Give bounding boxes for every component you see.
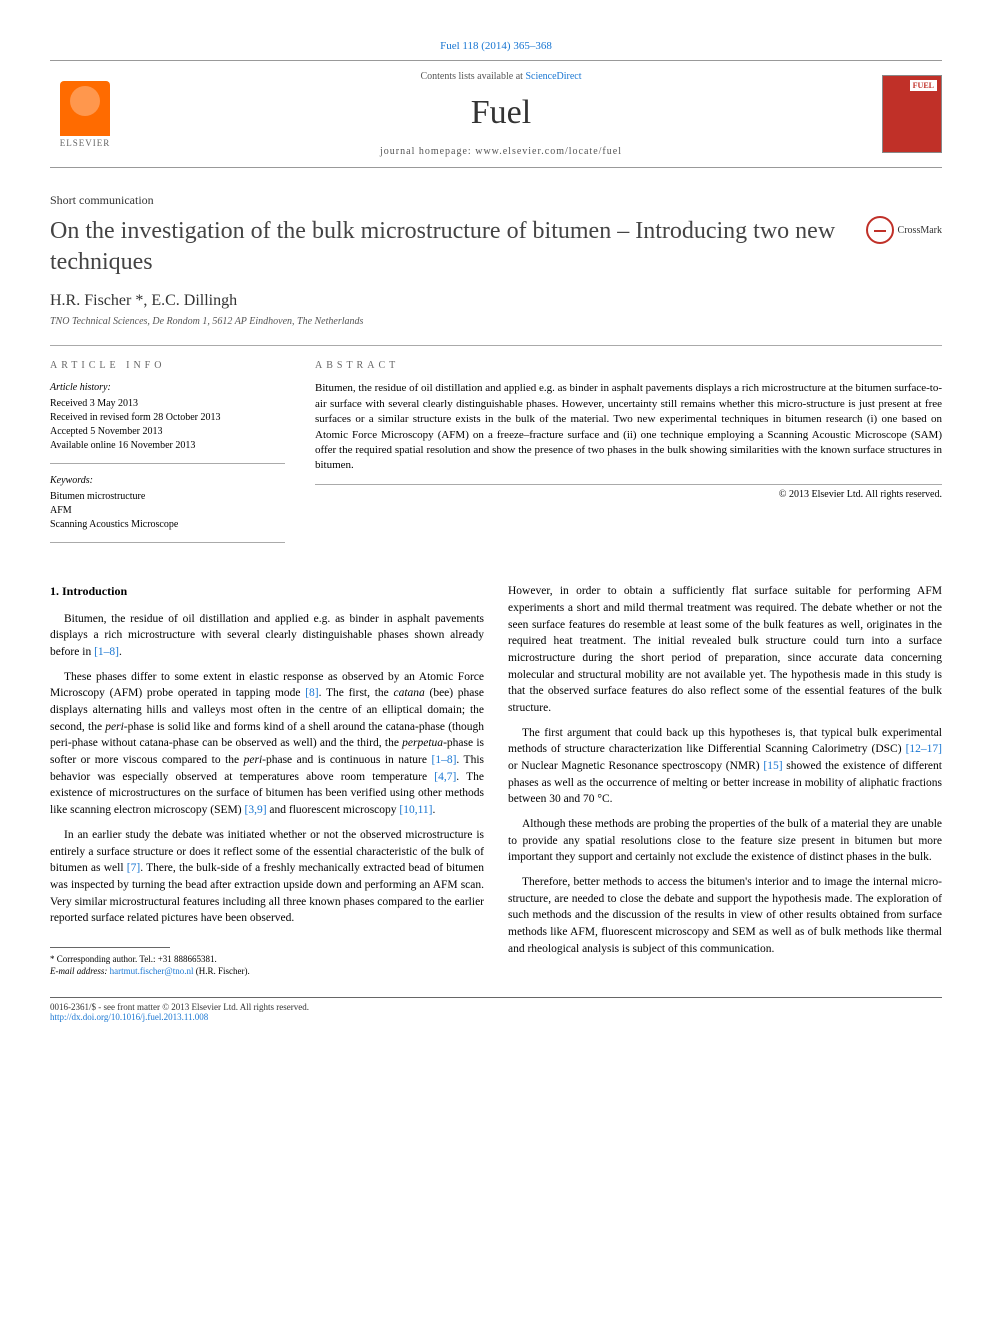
p5-b: or Nuclear Magnetic Resonance spectrosco…: [508, 760, 763, 772]
article-info-column: article info Article history: Received 3…: [50, 360, 285, 543]
cite-10-11[interactable]: [10,11]: [399, 804, 432, 816]
paragraph-3: In an earlier study the debate was initi…: [50, 827, 484, 927]
article-info-label: article info: [50, 360, 285, 371]
p2-ital3: perpetua: [402, 737, 443, 749]
abstract-column: abstract Bitumen, the residue of oil dis…: [315, 360, 942, 543]
keyword-1: Bitumen microstructure: [50, 490, 285, 504]
paragraph-5: The first argument that could back up th…: [508, 725, 942, 808]
journal-header: ELSEVIER Contents lists available at Sci…: [50, 60, 942, 168]
p2-b: . The first, the: [319, 687, 394, 699]
citation-line: Fuel 118 (2014) 365–368: [50, 40, 942, 52]
corr-author-email-line: E-mail address: hartmut.fischer@tno.nl (…: [50, 966, 484, 978]
homepage-prefix: journal homepage:: [380, 146, 475, 157]
history-revised: Received in revised form 28 October 2013: [50, 411, 285, 425]
p2-ital1: catana: [393, 687, 424, 699]
crossmark-badge[interactable]: CrossMark: [866, 216, 942, 244]
p2-j: .: [433, 804, 436, 816]
article-history-block: Article history: Received 3 May 2013 Rec…: [50, 381, 285, 464]
cite-1-8[interactable]: [1–8]: [94, 646, 119, 658]
history-accepted: Accepted 5 November 2013: [50, 425, 285, 439]
paragraph-2: These phases differ to some extent in el…: [50, 669, 484, 819]
article-type: Short communication: [50, 193, 942, 208]
cite-3-9[interactable]: [3,9]: [245, 804, 267, 816]
header-center: Contents lists available at ScienceDirec…: [120, 71, 882, 157]
title-row: On the investigation of the bulk microst…: [50, 216, 942, 278]
p5-a: The first argument that could back up th…: [508, 727, 942, 756]
contents-available-line: Contents lists available at ScienceDirec…: [120, 71, 882, 82]
info-abstract-row: article info Article history: Received 3…: [50, 345, 942, 543]
crossmark-icon: [866, 216, 894, 244]
p1-text-b: .: [119, 646, 122, 658]
p2-ital4: peri: [244, 754, 263, 766]
journal-homepage-line: journal homepage: www.elsevier.com/locat…: [120, 146, 882, 157]
page-root: Fuel 118 (2014) 365–368 ELSEVIER Content…: [0, 0, 992, 1062]
email-author: (H.R. Fischer).: [193, 966, 249, 976]
email-link[interactable]: hartmut.fischer@tno.nl: [110, 966, 194, 976]
keyword-3: Scanning Acoustics Microscope: [50, 518, 285, 532]
body-columns: 1. Introduction Bitumen, the residue of …: [50, 583, 942, 977]
history-label: Article history:: [50, 381, 285, 395]
journal-cover-thumbnail[interactable]: FUEL: [882, 75, 942, 153]
keyword-2: AFM: [50, 504, 285, 518]
p2-f: -phase and is continuous in nature: [262, 754, 431, 766]
abstract-label: abstract: [315, 360, 942, 371]
email-label: E-mail address:: [50, 966, 110, 976]
corr-author-tel: * Corresponding author. Tel.: +31 888665…: [50, 954, 484, 966]
abstract-copyright: © 2013 Elsevier Ltd. All rights reserved…: [315, 489, 942, 500]
homepage-url[interactable]: www.elsevier.com/locate/fuel: [475, 146, 622, 157]
abstract-text: Bitumen, the residue of oil distillation…: [315, 381, 942, 484]
footnote-separator: [50, 947, 170, 948]
paragraph-6: Although these methods are probing the p…: [508, 816, 942, 866]
cite-4-7[interactable]: [4,7]: [434, 771, 456, 783]
keywords-block: Keywords: Bitumen microstructure AFM Sca…: [50, 474, 285, 543]
history-online: Available online 16 November 2013: [50, 439, 285, 453]
bottom-copyright-block: 0016-2361/$ - see front matter © 2013 El…: [50, 997, 942, 1022]
crossmark-label: CrossMark: [898, 225, 942, 236]
cite-8[interactable]: [8]: [305, 687, 318, 699]
body-column-left: 1. Introduction Bitumen, the residue of …: [50, 583, 484, 977]
sciencedirect-link[interactable]: ScienceDirect: [525, 71, 581, 82]
keywords-label: Keywords:: [50, 474, 285, 488]
cite-1-8-b[interactable]: [1–8]: [431, 754, 456, 766]
journal-name: Fuel: [120, 94, 882, 132]
p2-ital2: peri: [105, 721, 124, 733]
doi-link[interactable]: http://dx.doi.org/10.1016/j.fuel.2013.11…: [50, 1012, 208, 1022]
corresponding-author-footnote: * Corresponding author. Tel.: +31 888665…: [50, 954, 484, 977]
elsevier-logo[interactable]: ELSEVIER: [50, 74, 120, 154]
body-column-right: However, in order to obtain a sufficient…: [508, 583, 942, 977]
contents-prefix: Contents lists available at: [420, 71, 525, 82]
elsevier-name: ELSEVIER: [60, 138, 111, 148]
cite-15[interactable]: [15]: [763, 760, 782, 772]
journal-cover-label: FUEL: [910, 80, 937, 91]
issn-line: 0016-2361/$ - see front matter © 2013 El…: [50, 1002, 942, 1012]
elsevier-tree-icon: [60, 81, 110, 136]
paragraph-4: However, in order to obtain a sufficient…: [508, 583, 942, 716]
article-title: On the investigation of the bulk microst…: [50, 216, 866, 278]
affiliation-line: TNO Technical Sciences, De Rondom 1, 561…: [50, 316, 942, 327]
section-heading-1: 1. Introduction: [50, 583, 484, 600]
authors-line: H.R. Fischer *, E.C. Dillingh: [50, 292, 942, 310]
paragraph-1: Bitumen, the residue of oil distillation…: [50, 611, 484, 661]
history-received: Received 3 May 2013: [50, 397, 285, 411]
cite-12-17[interactable]: [12–17]: [906, 743, 942, 755]
p2-i: and fluorescent microscopy: [267, 804, 400, 816]
paragraph-7: Therefore, better methods to access the …: [508, 874, 942, 957]
cite-7[interactable]: [7]: [127, 862, 140, 874]
